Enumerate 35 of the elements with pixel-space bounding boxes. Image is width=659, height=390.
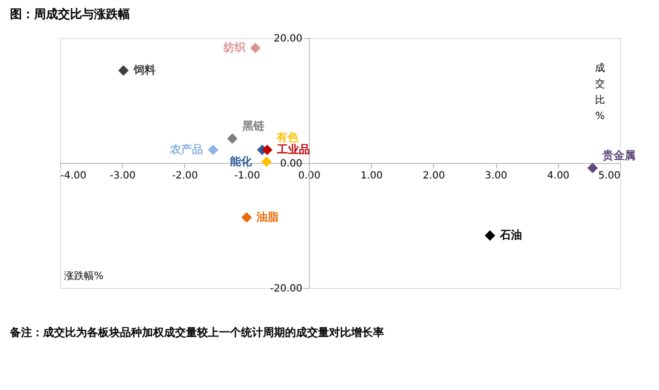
point	[227, 133, 238, 144]
x-tick-label: -2.00	[172, 170, 198, 182]
x-tick-label: 2.00	[422, 170, 445, 182]
x-tick-label: 1.00	[360, 170, 383, 182]
point	[484, 230, 496, 241]
x-tick-label: 5.00	[598, 170, 620, 182]
point	[262, 144, 272, 156]
point	[587, 162, 598, 174]
y-tick-label: -20.00	[270, 284, 302, 294]
y-axis-title: 成交比%	[595, 62, 605, 122]
series-label: 农产品	[169, 142, 204, 156]
x-tick-label: 4.00	[547, 170, 570, 182]
x-tick-label: -4.00	[60, 170, 86, 182]
text: 备注：成交比为各板块品种加权成交量较上一个统计周期的成交量对比增长率	[9, 326, 384, 339]
series-label: 饲料	[132, 64, 156, 76]
point	[250, 42, 261, 54]
point	[241, 212, 252, 223]
series-label: 有色	[276, 130, 300, 144]
series-label: 能化	[230, 154, 254, 168]
x-axis-title: 涨跌幅%	[64, 270, 104, 282]
point	[118, 65, 129, 76]
series-label: 石油	[498, 228, 522, 242]
y-tick-label: 20.00	[274, 34, 302, 44]
x-tick-label: 3.00	[484, 170, 508, 182]
point	[261, 156, 272, 167]
y-tick-label: 0.00	[280, 158, 302, 170]
series-label: 贵金属	[602, 149, 636, 162]
series-label: 纺织	[222, 41, 246, 54]
point	[208, 144, 218, 156]
series-label: 黑链	[241, 120, 266, 133]
series-label: 油脂	[256, 210, 279, 224]
chart-title: 图：周成交比与涨跌幅	[10, 7, 130, 21]
x-tick-label: -1.00	[234, 170, 260, 182]
x-tick-label: -3.00	[110, 170, 136, 182]
series-label: 工业品	[276, 142, 310, 156]
